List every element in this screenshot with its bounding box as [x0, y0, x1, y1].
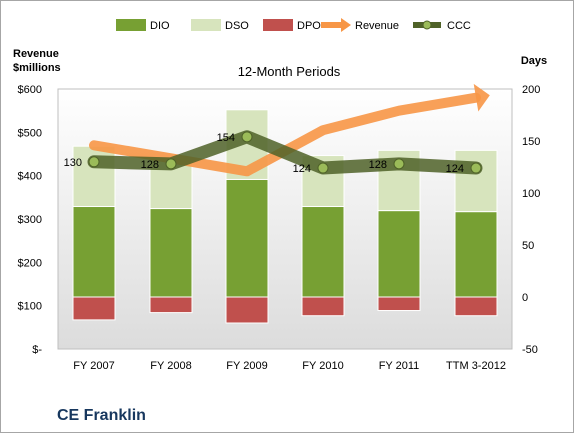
x-tick-label: FY 2010 — [302, 360, 343, 372]
bar-dso — [72, 145, 116, 208]
ccc-marker — [165, 158, 177, 170]
right-tick-label: 150 — [522, 136, 540, 148]
chart-title: 12-Month Periods — [238, 64, 341, 79]
bar-dio — [301, 206, 345, 298]
legend-swatch — [116, 19, 146, 31]
legend-label: DPO — [297, 20, 321, 32]
ccc-marker — [317, 162, 329, 174]
legend-label: CCC — [447, 20, 471, 32]
ccc-data-label: 128 — [141, 159, 159, 171]
right-tick-label: 200 — [522, 84, 540, 96]
x-tick-label: FY 2009 — [226, 360, 267, 372]
right-tick-label: 50 — [522, 240, 534, 252]
bar-dio — [225, 178, 269, 298]
right-tick-label: -50 — [522, 344, 538, 356]
left-tick-label: $300 — [18, 214, 42, 226]
bar-dio — [377, 210, 421, 298]
legend-label: DIO — [150, 20, 170, 32]
x-tick-label: FY 2011 — [379, 360, 420, 372]
ccc-marker — [241, 131, 253, 143]
bar-dpo — [72, 296, 116, 321]
right-axis: -50 0 50 100 150 200 — [522, 84, 540, 356]
ccc-data-label: 154 — [217, 132, 235, 144]
bar-dpo — [454, 296, 498, 317]
bar-dio — [149, 208, 193, 298]
legend-swatch — [263, 19, 293, 31]
legend-swatch — [422, 20, 432, 30]
ccc-layer: 130 128 154 124 128 124 — [64, 130, 483, 175]
bar-dpo — [301, 296, 345, 317]
ccc-line — [87, 130, 483, 175]
bar-dio — [72, 206, 116, 298]
ccc-marker — [393, 158, 405, 170]
bar-dpo — [377, 296, 421, 312]
company-name: CE Franklin — [57, 407, 146, 424]
ccc-marker — [470, 162, 482, 174]
left-tick-label: $600 — [18, 84, 42, 96]
legend: DIO DSO DPO Revenue CCC — [116, 18, 471, 32]
left-tick-label: $500 — [18, 127, 42, 139]
ccc-data-label: 128 — [369, 159, 387, 171]
left-tick-label: $200 — [18, 257, 42, 269]
left-axis: $- $100 $200 $300 $400 $500 $600 — [18, 84, 43, 356]
x-tick-label: TTM 3-2012 — [446, 360, 506, 372]
right-axis-title: Days — [521, 55, 547, 67]
legend-swatch — [341, 18, 351, 32]
ccc-marker — [88, 156, 100, 168]
x-tick-label: FY 2007 — [73, 360, 114, 372]
ccc-data-label: 124 — [293, 163, 311, 175]
x-tick-label: FY 2008 — [150, 360, 191, 372]
revenue-arrowhead — [473, 83, 490, 112]
left-axis-title-line1: Revenue $millions — [13, 48, 61, 74]
right-tick-label: 100 — [522, 188, 540, 200]
bar-dpo — [149, 296, 193, 314]
bar-dio — [454, 211, 498, 298]
plot-area — [57, 88, 513, 350]
x-axis: FY 2007 FY 2008 FY 2009 FY 2010 FY 2011 TTM 3… — [73, 360, 506, 372]
ccc-data-label: 124 — [446, 163, 464, 175]
ccc-data-label: 130 — [64, 157, 82, 169]
legend-swatch — [191, 19, 221, 31]
legend-label: Revenue — [355, 20, 399, 32]
bar-dpo — [225, 296, 269, 324]
legend-label: DSO — [225, 20, 249, 32]
left-tick-label: $400 — [18, 171, 42, 183]
left-tick-label: $- — [32, 344, 42, 356]
right-tick-label: 0 — [522, 292, 528, 304]
bar-dso — [454, 149, 498, 213]
left-tick-label: $100 — [18, 301, 42, 313]
